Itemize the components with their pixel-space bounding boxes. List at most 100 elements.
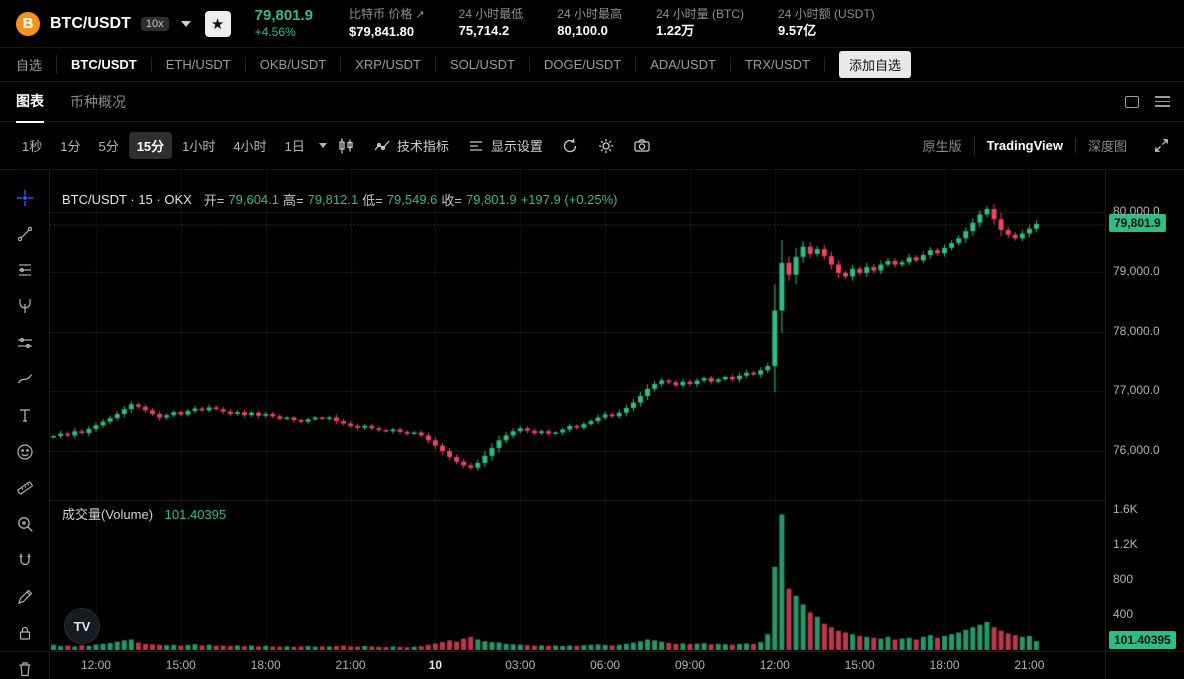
- zoom-in-icon[interactable]: [14, 515, 36, 534]
- time-axis-label[interactable]: 15:00: [165, 658, 196, 672]
- layout-icon[interactable]: [1125, 95, 1139, 108]
- text-icon[interactable]: [14, 406, 36, 425]
- time-axis-label[interactable]: 09:00: [674, 658, 705, 672]
- stat-value: 80,100.0: [557, 23, 608, 39]
- high-label: 高=: [283, 193, 304, 208]
- interval-1分[interactable]: 1分: [60, 139, 81, 154]
- time-axis-label[interactable]: 12:00: [80, 658, 111, 672]
- measure-ruler-icon[interactable]: [14, 478, 36, 497]
- time-axis-label[interactable]: 21:00: [335, 658, 366, 672]
- close-value: 79,801.9: [466, 192, 517, 207]
- crosshair-icon[interactable]: [14, 188, 36, 207]
- stat-3: 24 小时量 (BTC) 1.22万: [656, 6, 744, 40]
- ohlc-legend: BTC/USDT · 15 · OKX 开= 79,604.1 高= 79,812.…: [62, 190, 617, 209]
- display-settings-icon: [469, 140, 482, 151]
- last-volume-tag: 101.40395: [1109, 631, 1176, 650]
- time-axis-label[interactable]: 18:00: [250, 658, 281, 672]
- leverage-badge: 10x: [140, 16, 169, 31]
- mode-原生版[interactable]: 原生版: [911, 136, 975, 155]
- pairs-tab-bar: 自选 BTC/USDT ETH/USDT OKB/USDT XRP/USDT SOL/US…: [0, 48, 1184, 82]
- external-link-icon[interactable]: ↗: [415, 9, 425, 22]
- indicators-button[interactable]: 技术指标: [373, 136, 449, 155]
- pair-tab-trx-usdt[interactable]: TRX/USDT: [731, 57, 825, 72]
- stat-label: 24 小时最低: [458, 7, 524, 22]
- pair-tab-xrp-usdt[interactable]: XRP/USDT: [341, 57, 436, 72]
- long-position-icon[interactable]: [14, 333, 36, 352]
- chevron-down-icon[interactable]: [180, 20, 191, 27]
- pair-tab-btc-usdt[interactable]: BTC/USDT: [57, 57, 152, 72]
- volume-legend: 成交量(Volume) 101.40395: [62, 504, 226, 523]
- fullscreen-button[interactable]: [1153, 137, 1170, 154]
- stat-2: 24 小时最高 80,100.0: [557, 6, 622, 40]
- indicators-label: 技术指标: [396, 139, 449, 154]
- interval-5分[interactable]: 5分: [98, 139, 119, 154]
- time-axis-label[interactable]: 21:00: [1014, 658, 1045, 672]
- pair-tab-sol-usdt[interactable]: SOL/USDT: [436, 57, 530, 72]
- emoji-icon[interactable]: [14, 442, 36, 461]
- chart-settings-button[interactable]: [597, 137, 615, 155]
- time-axis-label[interactable]: 10: [428, 658, 443, 672]
- time-axis-label[interactable]: 15:00: [844, 658, 875, 672]
- mode-TradingView[interactable]: TradingView: [975, 138, 1076, 153]
- interval-1日[interactable]: 1日: [284, 139, 305, 154]
- stat-label: 比特币 价格 ↗: [349, 7, 425, 22]
- refresh-button[interactable]: [561, 137, 579, 155]
- stat-0: 比特币 价格 ↗ $79,841.80: [349, 6, 425, 40]
- interval-15分[interactable]: 15分: [128, 132, 173, 159]
- list-menu-icon[interactable]: [1155, 96, 1170, 107]
- lock-drawings-icon[interactable]: [14, 623, 36, 642]
- gear-icon: [598, 138, 613, 153]
- volume-tick-label: 400: [1113, 607, 1134, 621]
- pair-tab-doge-usdt[interactable]: DOGE/USDT: [530, 57, 637, 72]
- last-price-block: 79,801.9 +4.56%: [255, 7, 313, 41]
- tab-chart[interactable]: 图表: [16, 81, 44, 123]
- interval-4小时[interactable]: 4小时: [233, 139, 267, 154]
- interval-1小时[interactable]: 1小时: [182, 139, 216, 154]
- time-axis-label[interactable]: 18:00: [929, 658, 960, 672]
- interval-chevron-icon[interactable]: [318, 143, 327, 148]
- interval-group: 1秒 1分 5分 15分 1小时 4小时 1日: [14, 132, 315, 159]
- price-axis[interactable]: 79,801.9 101.40395 80,000.0 79,000.0 78,00…: [1105, 170, 1184, 679]
- tradingview-logo[interactable]: TV: [64, 608, 100, 644]
- display-settings-button[interactable]: 显示设置: [467, 136, 543, 155]
- stat-value: 1.22万: [655, 23, 695, 39]
- volume-tick-label: 1.2K: [1113, 537, 1138, 551]
- snapshot-button[interactable]: [633, 137, 651, 155]
- pitchfork-icon[interactable]: [14, 297, 36, 316]
- pair-tab-ada-usdt[interactable]: ADA/USDT: [636, 57, 731, 72]
- time-axis-label[interactable]: 12:00: [759, 658, 790, 672]
- tradingview-logo-text: TV: [73, 618, 91, 634]
- time-axis-label[interactable]: 06:00: [590, 658, 621, 672]
- add-favorite-button[interactable]: 添加自选: [838, 51, 911, 78]
- trend-line-icon[interactable]: [14, 224, 36, 243]
- magnet-icon[interactable]: [14, 551, 36, 570]
- pair-tab--[interactable]: 自选: [16, 55, 58, 74]
- fib-retracement-icon[interactable]: [14, 261, 36, 280]
- legend-title: BTC/USDT · 15 · OKX: [62, 192, 192, 207]
- stat-value: 9.57亿: [777, 23, 817, 39]
- pair-tab-eth-usdt[interactable]: ETH/USDT: [152, 57, 246, 72]
- low-label: 低=: [362, 193, 383, 208]
- time-axis-separator: [0, 651, 1184, 652]
- stat-label: 24 小时量 (BTC): [655, 7, 744, 22]
- pair-tab-okb-usdt[interactable]: OKB/USDT: [246, 57, 342, 72]
- interval-1秒[interactable]: 1秒: [22, 139, 43, 154]
- chart-area: BTC/USDT · 15 · OKX 开= 79,604.1 高= 79,812.…: [0, 170, 1184, 679]
- stat-label: 24 小时额 (USDT): [777, 7, 875, 22]
- candlestick-chart[interactable]: [50, 170, 1105, 679]
- mode-深度图[interactable]: 深度图: [1087, 139, 1127, 154]
- edit-drawing-icon[interactable]: [14, 587, 36, 606]
- time-axis-label[interactable]: 03:00: [505, 658, 536, 672]
- symbol-title: BTC/USDT: [50, 14, 131, 32]
- chart-toolbar: 1秒 1分 5分 15分 1小时 4小时 1日 技术指标 显示设置: [0, 122, 1184, 170]
- tab-coin-overview[interactable]: 币种概况: [70, 93, 126, 110]
- brush-icon[interactable]: [14, 369, 36, 388]
- candle-style-button[interactable]: [337, 137, 355, 155]
- remove-drawings-icon[interactable]: [14, 660, 36, 679]
- last-price: 79,801.9: [254, 6, 314, 24]
- stat-label: 24 小时最高: [557, 7, 622, 22]
- favorite-star-button[interactable]: ★: [204, 10, 231, 37]
- stat-value: 75,714.2: [458, 23, 510, 39]
- last-price-tag: 79,801.9: [1109, 213, 1166, 232]
- stat-value: $79,841.80: [349, 24, 415, 40]
